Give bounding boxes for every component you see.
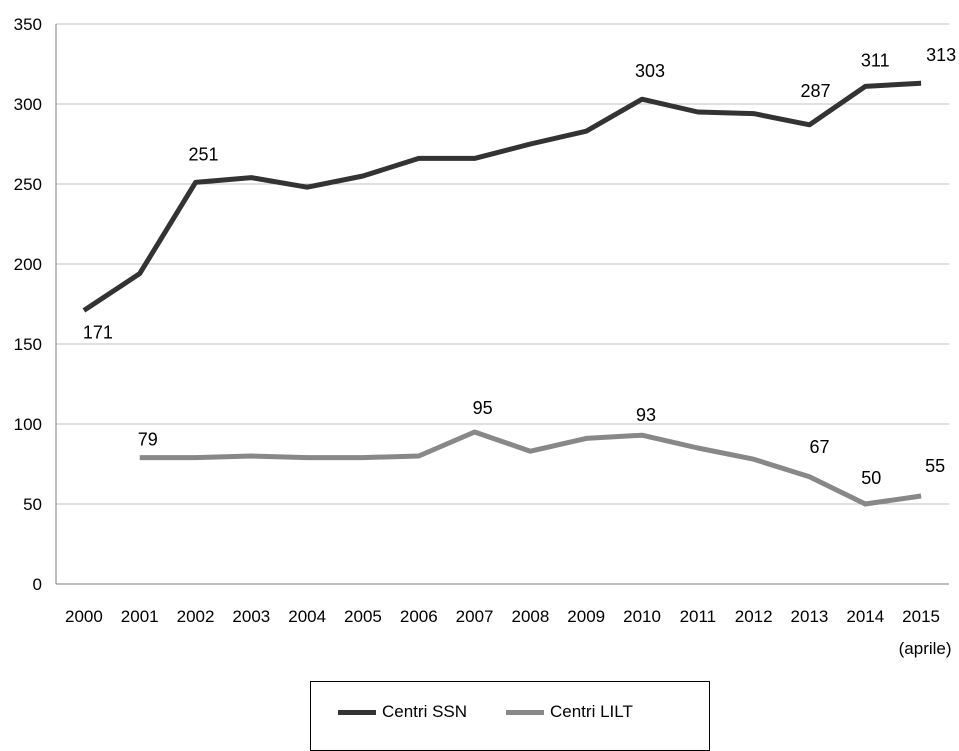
data-label: 93	[636, 405, 656, 425]
x-tick-label: 2001	[121, 607, 159, 626]
series-line-centri-ssn	[82, 80, 922, 313]
data-label: 287	[800, 81, 830, 101]
x-tick-label: 2013	[791, 607, 829, 626]
x-tick-label: 2002	[177, 607, 215, 626]
data-label: 95	[473, 398, 493, 418]
data-label: 303	[635, 61, 665, 81]
y-tick-label: 350	[14, 15, 42, 34]
x-tick-sublabel: (aprile)	[899, 639, 952, 658]
x-tick-label: 2005	[344, 607, 382, 626]
legend-label-centri-lilt: Centri LILT	[550, 702, 633, 721]
x-tick-label: 2008	[511, 607, 549, 626]
y-tick-label: 200	[14, 255, 42, 274]
data-label: 171	[83, 322, 113, 342]
axes	[55, 24, 949, 585]
data-label: 311	[861, 50, 890, 70]
data-labels: 171 251 303 287 311 313 79 95 93 67 50 55	[83, 45, 956, 488]
y-axis-ticks: 0 50 100 150 200 250 300 350	[14, 15, 42, 594]
series-line-centri-lilt	[139, 429, 922, 507]
x-tick-label: 2010	[623, 607, 661, 626]
data-label: 313	[926, 45, 956, 65]
y-tick-label: 50	[23, 495, 42, 514]
legend-swatch-centri-lilt	[506, 709, 544, 715]
y-tick-label: 100	[14, 415, 42, 434]
x-axis-ticks: 2000 2001 2002 2003 2004 2005 2006 2007 2008 2009…	[65, 607, 952, 658]
x-tick-label: 2012	[735, 607, 773, 626]
x-tick-label: 2014	[846, 607, 884, 626]
x-tick-label: 2006	[400, 607, 438, 626]
data-label: 50	[861, 468, 881, 488]
x-tick-label: 2004	[288, 607, 326, 626]
legend-item-centri-ssn: Centri SSN	[338, 702, 467, 722]
data-label: 79	[138, 430, 158, 450]
y-tick-label: 0	[33, 575, 42, 594]
data-label: 55	[925, 456, 945, 476]
legend-swatch-centri-ssn	[338, 709, 376, 715]
x-tick-label: 2007	[456, 607, 494, 626]
legend: Centri SSN Centri LILT	[310, 681, 710, 751]
data-label: 67	[809, 437, 829, 457]
x-tick-label: 2011	[680, 607, 717, 626]
x-tick-label: 2003	[232, 607, 270, 626]
x-tick-label: 2000	[65, 607, 103, 626]
series-lines	[82, 80, 922, 507]
y-tick-label: 250	[14, 175, 42, 194]
y-tick-label: 300	[14, 95, 42, 114]
x-tick-label: 2009	[567, 607, 605, 626]
data-label: 251	[189, 144, 219, 164]
x-tick-label: 2015	[902, 607, 940, 626]
y-tick-label: 150	[14, 335, 42, 354]
legend-label-centri-ssn: Centri SSN	[382, 702, 468, 721]
legend-item-centri-lilt: Centri LILT	[506, 702, 633, 722]
